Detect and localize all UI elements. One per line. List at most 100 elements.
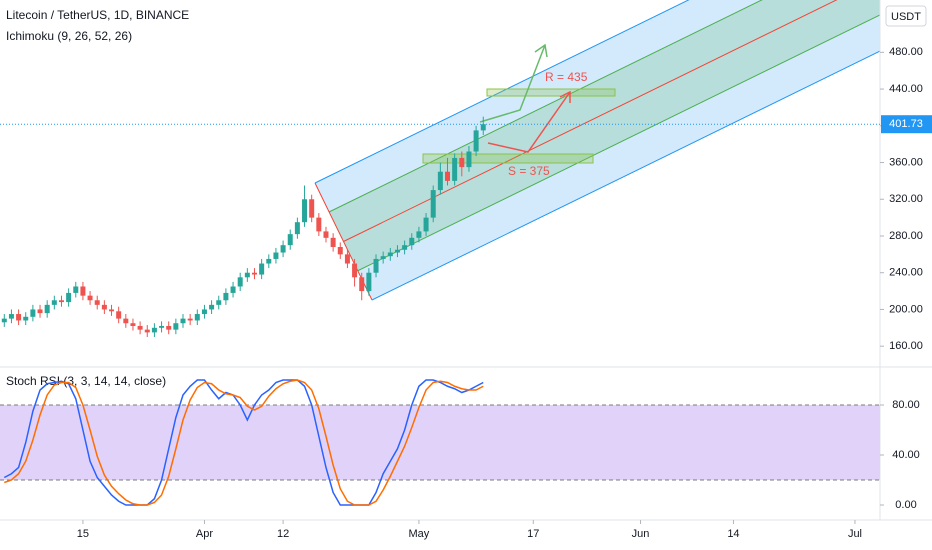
candle-body <box>23 316 29 321</box>
candle-body <box>101 304 107 310</box>
candle-body <box>116 311 122 319</box>
candle-body <box>201 309 207 315</box>
candle-body <box>8 314 14 319</box>
candle-body <box>394 249 400 253</box>
candle-body <box>209 304 215 310</box>
candle-body <box>287 234 293 246</box>
y-tick-label: 40.00 <box>892 449 920 461</box>
candle-body <box>387 252 393 257</box>
stoch-line <box>3 379 484 506</box>
pitchfork <box>314 0 880 301</box>
y-tick-label: 360.00 <box>889 156 923 168</box>
candle-body <box>223 292 229 301</box>
channel-outer <box>315 0 880 300</box>
arrow <box>487 91 571 153</box>
candle-body <box>66 292 72 303</box>
candle-body <box>302 199 308 223</box>
candle-body <box>437 171 443 191</box>
candle-body <box>380 256 386 259</box>
stoch-line <box>4 379 484 506</box>
candle-body <box>166 325 172 330</box>
candle-body <box>266 258 272 264</box>
y-tick-label: 320.00 <box>889 193 923 205</box>
y-tick-label: 280.00 <box>889 230 923 242</box>
y-tick-label: 80.00 <box>892 399 920 411</box>
arrow <box>479 44 546 123</box>
indicator-label: Stoch RSI (3, 3, 14, 14, close) <box>6 374 166 388</box>
candle-body <box>109 309 115 312</box>
arrow-head <box>559 90 571 103</box>
candle-body <box>44 304 50 314</box>
y-tick-label: 200.00 <box>889 303 923 315</box>
candle-body <box>80 286 86 296</box>
candle-body <box>194 314 200 321</box>
x-tick-label: Jun <box>632 528 650 540</box>
candle-body <box>366 272 372 292</box>
candle-body <box>459 157 465 168</box>
candle-body <box>173 323 179 330</box>
candle-body <box>445 171 451 181</box>
candle-body <box>16 314 22 321</box>
candle-body <box>359 277 365 292</box>
candle-body <box>58 300 64 303</box>
channel-line <box>371 50 880 301</box>
candle-body <box>280 245 286 253</box>
x-tick-label: 17 <box>527 528 539 540</box>
candle-body <box>352 263 358 278</box>
candle-body <box>144 329 150 333</box>
candle-body <box>159 325 165 328</box>
candle-body <box>251 272 257 275</box>
last-price-label: 401.73 <box>889 118 923 130</box>
candle-body <box>123 318 129 324</box>
candle-body <box>216 300 222 305</box>
candle-body <box>309 199 315 218</box>
chart-title: Litecoin / TetherUS, 1D, BINANCE <box>6 8 189 22</box>
arrow-head <box>534 43 548 58</box>
y-tick-label: 0.00 <box>895 499 916 511</box>
y-tick-label: 440.00 <box>889 83 923 95</box>
y-tick-label: 160.00 <box>889 340 923 352</box>
x-tick-label: Apr <box>196 528 213 540</box>
candle-body <box>402 245 408 250</box>
candle-body <box>230 286 236 293</box>
unit-box[interactable] <box>885 5 927 27</box>
candle-body <box>180 318 186 324</box>
candle-body <box>430 190 436 218</box>
x-tick-label: 14 <box>727 528 739 540</box>
unit-label[interactable]: USDT <box>891 11 921 23</box>
support-box <box>422 153 594 164</box>
channel-line <box>328 0 763 213</box>
candle-body <box>137 325 143 330</box>
x-tick-label: 12 <box>277 528 289 540</box>
candle-body <box>30 309 36 317</box>
last-price-box <box>881 115 932 134</box>
candle-body <box>294 222 300 235</box>
resistance-box <box>486 88 616 97</box>
candle-body <box>187 318 193 321</box>
candle-body <box>73 286 79 293</box>
candle-body <box>330 237 336 248</box>
candle-body <box>316 217 322 232</box>
candle-body <box>323 231 329 238</box>
band <box>0 405 880 480</box>
x-tick-label: May <box>409 528 430 540</box>
channel-line <box>314 0 690 184</box>
candle-body <box>151 327 157 333</box>
candle-body <box>37 309 43 314</box>
annotation: S = 375 <box>508 164 550 178</box>
candle-body <box>130 323 136 326</box>
x-tick-label: 15 <box>77 528 89 540</box>
y-tick-label: 480.00 <box>889 46 923 58</box>
candle-body <box>473 130 479 152</box>
candle-body <box>373 258 379 273</box>
candle-body <box>466 151 472 168</box>
candle-body <box>409 237 415 246</box>
candle-body <box>480 124 486 131</box>
candle-body <box>344 254 350 264</box>
candle-body <box>423 217 429 232</box>
x-tick-label: Jul <box>848 528 862 540</box>
indicator-label: Ichimoku (9, 26, 52, 26) <box>6 29 132 43</box>
candle-body <box>416 231 422 238</box>
channel-line <box>357 14 880 272</box>
